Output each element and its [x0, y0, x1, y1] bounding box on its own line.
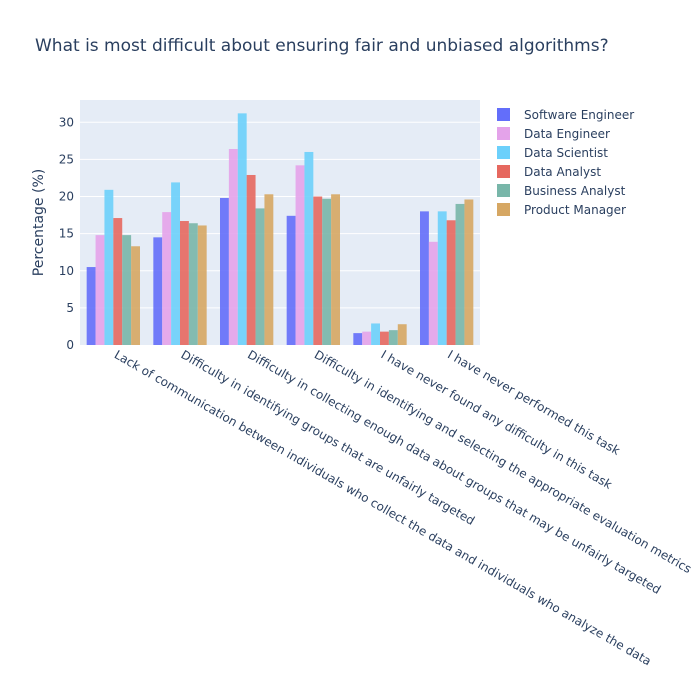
legend-label: Product Manager	[524, 203, 626, 217]
bar[interactable]	[171, 182, 180, 345]
bar[interactable]	[331, 194, 340, 345]
legend-swatch	[497, 203, 510, 216]
legend-label: Data Engineer	[524, 127, 610, 141]
legend-item[interactable]: Software Engineer	[497, 108, 634, 122]
legend-item[interactable]: Business Analyst	[497, 184, 626, 198]
bar[interactable]	[197, 225, 207, 345]
bar[interactable]	[295, 165, 305, 345]
bar[interactable]	[313, 196, 323, 345]
y-tick-label: 30	[59, 115, 74, 129]
series-data-scientist	[104, 113, 447, 345]
y-tick-label: 5	[66, 301, 74, 315]
series-data-analyst	[113, 174, 456, 345]
series-business-analyst	[122, 198, 465, 345]
plot-background	[80, 100, 480, 345]
legend-label: Data Scientist	[524, 146, 608, 160]
legend-item[interactable]: Product Manager	[497, 203, 626, 217]
bar[interactable]	[380, 331, 389, 345]
chart-title: What is most difficult about ensuring fa…	[35, 36, 609, 56]
bar[interactable]	[153, 237, 163, 345]
bar[interactable]	[180, 221, 189, 345]
series-software-engineer	[86, 198, 429, 345]
bar[interactable]	[95, 235, 105, 345]
legend-item[interactable]: Data Engineer	[497, 127, 610, 141]
bar[interactable]	[304, 151, 314, 345]
y-tick-label: 15	[59, 227, 74, 241]
bar[interactable]	[86, 267, 96, 345]
bar[interactable]	[464, 199, 474, 345]
y-tick-label: 25	[59, 152, 74, 166]
legend-item[interactable]: Data Scientist	[497, 146, 608, 160]
legend-swatch	[497, 165, 510, 178]
gridlines	[80, 121, 480, 309]
bars	[86, 113, 474, 345]
x-axis-ticks: Lack of communication between individual…	[112, 347, 694, 668]
bar[interactable]	[322, 198, 332, 345]
bar[interactable]	[104, 189, 114, 345]
bar[interactable]	[237, 113, 247, 345]
y-tick-label: 20	[59, 190, 74, 204]
bar[interactable]	[455, 203, 465, 345]
bar[interactable]	[255, 208, 265, 345]
bar[interactable]	[362, 331, 372, 345]
legend-label: Software Engineer	[524, 108, 634, 122]
bar[interactable]	[353, 333, 363, 345]
series-product-manager	[131, 194, 474, 345]
bar[interactable]	[228, 149, 238, 345]
legend-swatch	[497, 146, 510, 159]
bar[interactable]	[388, 330, 398, 345]
bar[interactable]	[397, 324, 407, 345]
bar[interactable]	[113, 218, 123, 345]
legend-label: Data Analyst	[524, 165, 601, 179]
bar[interactable]	[188, 223, 198, 345]
bar[interactable]	[122, 235, 132, 345]
y-axis-ticks: 0 5 10 15 20 25 30	[59, 115, 74, 352]
bar[interactable]	[220, 198, 229, 345]
series-data-engineer	[95, 149, 438, 345]
legend-swatch	[497, 127, 510, 140]
bar[interactable]	[371, 323, 380, 345]
legend-swatch	[497, 108, 510, 121]
bar[interactable]	[264, 194, 274, 345]
bar[interactable]	[428, 241, 438, 345]
bar[interactable]	[246, 174, 256, 345]
legend-swatch	[497, 184, 510, 197]
legend[interactable]: Software Engineer Data Engineer Data Scien…	[497, 108, 634, 217]
bar[interactable]	[420, 211, 429, 345]
y-axis-title: Percentage (%)	[31, 169, 47, 276]
y-tick-label: 10	[59, 264, 74, 278]
bar[interactable]	[437, 211, 447, 345]
bar[interactable]	[162, 212, 172, 345]
y-tick-label: 0	[66, 338, 74, 352]
legend-item[interactable]: Data Analyst	[497, 165, 601, 179]
bar[interactable]	[131, 246, 140, 345]
bar[interactable]	[286, 215, 296, 345]
legend-label: Business Analyst	[524, 184, 626, 198]
bar[interactable]	[446, 220, 456, 345]
